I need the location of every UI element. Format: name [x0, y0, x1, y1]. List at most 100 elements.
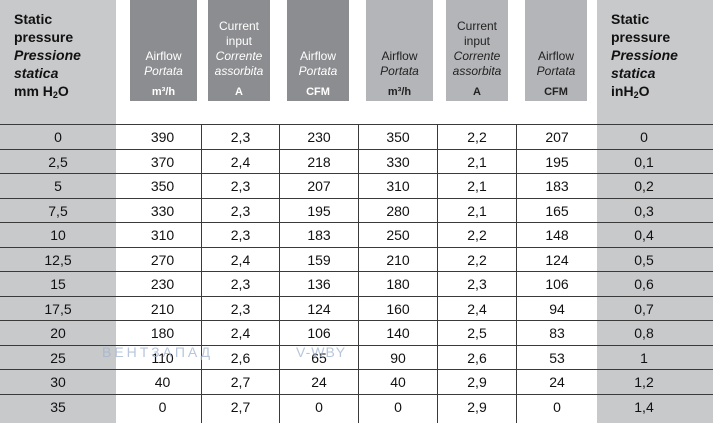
table-cell: 83 — [549, 325, 565, 341]
table-cell: 195 — [307, 202, 331, 219]
table-cell: 180 — [386, 276, 410, 292]
header-current-a-2: Current input Corrente assorbita A — [452, 19, 502, 98]
table-cell: 183 — [545, 178, 569, 194]
cell-static-pressure-inh2o: 0,5 — [634, 251, 654, 268]
header-right-bg — [597, 0, 713, 126]
table-cell: 210 — [150, 300, 175, 317]
table-cell: 94 — [549, 300, 565, 317]
header-col3-bg — [287, 0, 349, 101]
table-cell: 2,9 — [467, 398, 487, 415]
table-cell: 310 — [386, 178, 410, 194]
table-row: 25 110 2,6 65 90 2,6 53 1 — [0, 344, 713, 371]
header-col4-bg — [366, 0, 433, 101]
cell-static-pressure-inh2o: 0,2 — [634, 178, 654, 194]
cell-static-pressure-inh2o: 1,2 — [634, 374, 654, 390]
table-row: 5 350 2,3 207 310 2,1 183 0,2 — [0, 173, 713, 199]
table-cell: 2,4 — [230, 251, 251, 268]
table-cell: 2,3 — [230, 129, 251, 145]
table-cell: 2,2 — [467, 129, 487, 145]
header-airflow-cfm-2: Airflow Portata CFM — [536, 49, 576, 98]
cell-static-pressure-mm: 35 — [50, 398, 66, 415]
header-col1-bg — [130, 0, 197, 101]
table-cell: 136 — [307, 276, 331, 292]
table-row: 20 180 2,4 106 140 2,5 83 0,8 — [0, 320, 713, 346]
table-row: 7,5 330 2,3 195 280 2,1 165 0,3 — [0, 197, 713, 224]
cell-static-pressure-mm: 30 — [50, 374, 66, 390]
table-cell: 148 — [545, 227, 569, 243]
header-static-pressure-mm: Static pressure Pressione statica mm H2O — [14, 11, 81, 100]
table-cell: 207 — [545, 129, 569, 145]
header-airflow-m3h-2: Airflow Portata m³/h — [380, 49, 419, 98]
table-cell: 124 — [545, 251, 569, 268]
table-cell: 390 — [150, 129, 175, 145]
table-cell: 2,3 — [230, 178, 251, 194]
table-row: 10 310 2,3 183 250 2,2 148 0,4 — [0, 222, 713, 248]
divider — [201, 124, 202, 423]
table-cell: 65 — [311, 349, 327, 366]
table-cell: 2,3 — [230, 300, 251, 317]
divider — [279, 124, 280, 423]
table-cell: 2,2 — [467, 227, 487, 243]
table-row: 12,5 270 2,4 159 210 2,2 124 0,5 — [0, 246, 713, 273]
header-col2-bg — [208, 0, 270, 101]
header-col5-bg — [446, 0, 508, 101]
cell-static-pressure-inh2o: 0,6 — [634, 276, 654, 292]
table-cell: 2,2 — [467, 251, 487, 268]
table-cell: 110 — [151, 349, 174, 366]
cell-static-pressure-mm: 15 — [50, 276, 66, 292]
table-cell: 2,1 — [467, 153, 487, 170]
header-airflow-cfm-1: Airflow Portata CFM — [298, 49, 338, 98]
table-cell: 2,9 — [467, 374, 487, 390]
table-cell: 159 — [307, 251, 331, 268]
divider — [358, 124, 359, 423]
cell-static-pressure-inh2o: 0,3 — [634, 202, 654, 219]
table-cell: 2,5 — [467, 325, 487, 341]
table-cell: 2,4 — [467, 300, 487, 317]
cell-static-pressure-inh2o: 0,1 — [634, 153, 654, 170]
table-cell: 53 — [549, 349, 565, 366]
table-row: 2,5 370 2,4 218 330 2,1 195 0,1 — [0, 148, 713, 175]
table-cell: 40 — [390, 374, 406, 390]
table-cell: 2,3 — [230, 227, 251, 243]
table-cell: 218 — [307, 153, 331, 170]
table-cell: 0 — [158, 398, 167, 415]
table-cell: 2,3 — [467, 276, 487, 292]
table-cell: 250 — [386, 227, 410, 243]
table-row: 15 230 2,3 136 180 2,3 106 0,6 — [0, 271, 713, 297]
cell-static-pressure-inh2o: 1,4 — [634, 398, 654, 415]
cell-static-pressure-inh2o: 0,8 — [634, 325, 654, 341]
table-cell: 2,4 — [230, 153, 251, 170]
table-cell: 106 — [545, 276, 569, 292]
table-cell: 270 — [150, 251, 175, 268]
table-cell: 2,7 — [230, 398, 251, 415]
table-cell: 210 — [386, 251, 410, 268]
watermark-code: V-WBY — [296, 344, 347, 360]
divider — [516, 124, 517, 423]
cell-static-pressure-inh2o: 0,4 — [634, 227, 654, 243]
table-cell: 124 — [307, 300, 331, 317]
table-cell: 140 — [386, 325, 410, 341]
table-cell: 90 — [390, 349, 406, 366]
table-cell: 230 — [150, 276, 175, 292]
table-cell: 106 — [307, 325, 331, 341]
table-row: 35 0 2,7 0 0 2,9 0 1,4 — [0, 393, 713, 420]
cell-static-pressure-mm: 5 — [54, 178, 62, 194]
table-cell: 350 — [386, 129, 410, 145]
table-cell: 330 — [386, 153, 410, 170]
table-cell: 230 — [307, 129, 331, 145]
table-cell: 2,4 — [230, 325, 251, 341]
divider — [437, 124, 438, 423]
cell-static-pressure-mm: 0 — [54, 129, 62, 145]
table-cell: 2,3 — [230, 276, 251, 292]
table-cell: 0 — [394, 398, 402, 415]
header-current-a-1: Current input Corrente assorbita A — [214, 19, 264, 98]
table-row: 0 390 2,3 230 350 2,2 207 0 — [0, 124, 713, 150]
header-col6-bg — [525, 0, 587, 101]
table-row: 17,5 210 2,3 124 160 2,4 94 0,7 — [0, 295, 713, 322]
table-cell: 165 — [545, 202, 569, 219]
table-cell: 2,7 — [230, 374, 251, 390]
cell-static-pressure-mm: 2,5 — [48, 153, 68, 170]
table-cell: 2,3 — [230, 202, 251, 219]
table-cell: 2,1 — [467, 202, 487, 219]
